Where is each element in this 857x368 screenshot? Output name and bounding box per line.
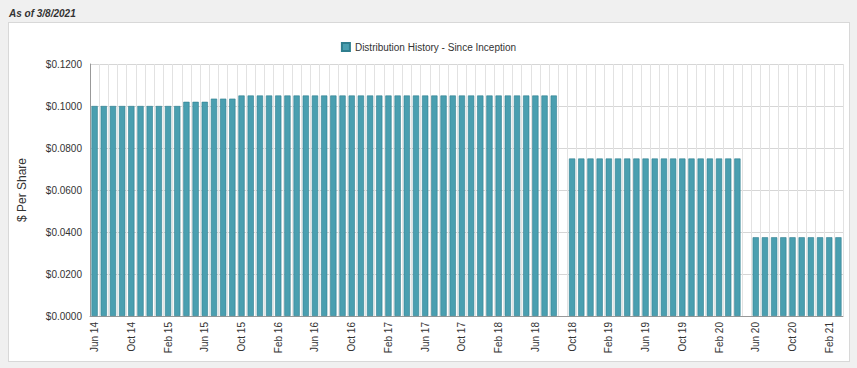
svg-text:$0.1000: $0.1000 (46, 101, 83, 112)
svg-text:Feb 20: Feb 20 (714, 322, 725, 354)
svg-text:$0.0200: $0.0200 (46, 269, 83, 280)
svg-text:Jun 19: Jun 19 (640, 322, 651, 352)
svg-text:Feb 16: Feb 16 (273, 322, 284, 354)
svg-text:$0.0800: $0.0800 (46, 143, 83, 154)
svg-text:As of 3/8/2021: As of 3/8/2021 (8, 8, 76, 19)
svg-text:Oct 15: Oct 15 (236, 322, 247, 352)
svg-text:Jun 20: Jun 20 (750, 322, 761, 352)
svg-text:$0.0400: $0.0400 (46, 227, 83, 238)
svg-text:Jun 16: Jun 16 (309, 322, 320, 352)
svg-text:Feb 19: Feb 19 (603, 322, 614, 354)
svg-text:Oct 14: Oct 14 (126, 322, 137, 352)
svg-text:$0.0600: $0.0600 (46, 185, 83, 196)
svg-text:Jun 18: Jun 18 (530, 322, 541, 352)
svg-text:Feb 21: Feb 21 (824, 322, 835, 354)
svg-text:Jun 17: Jun 17 (420, 322, 431, 352)
svg-text:Feb 17: Feb 17 (383, 322, 394, 354)
svg-text:Jun 14: Jun 14 (89, 322, 100, 352)
svg-text:Jun 15: Jun 15 (199, 322, 210, 352)
svg-text:Feb 15: Feb 15 (163, 322, 174, 354)
svg-text:Oct 18: Oct 18 (567, 322, 578, 352)
svg-text:Oct 17: Oct 17 (456, 322, 467, 352)
svg-text:Oct 16: Oct 16 (346, 322, 357, 352)
svg-text:$ Per Share: $ Per Share (15, 158, 29, 222)
svg-text:Oct 20: Oct 20 (787, 322, 798, 352)
svg-text:Oct 19: Oct 19 (677, 322, 688, 352)
svg-text:$0.0000: $0.0000 (46, 311, 83, 322)
svg-text:Distribution History - Since I: Distribution History - Since Inception (355, 42, 516, 53)
svg-text:$0.1200: $0.1200 (46, 59, 83, 70)
svg-text:Feb 18: Feb 18 (493, 322, 504, 354)
